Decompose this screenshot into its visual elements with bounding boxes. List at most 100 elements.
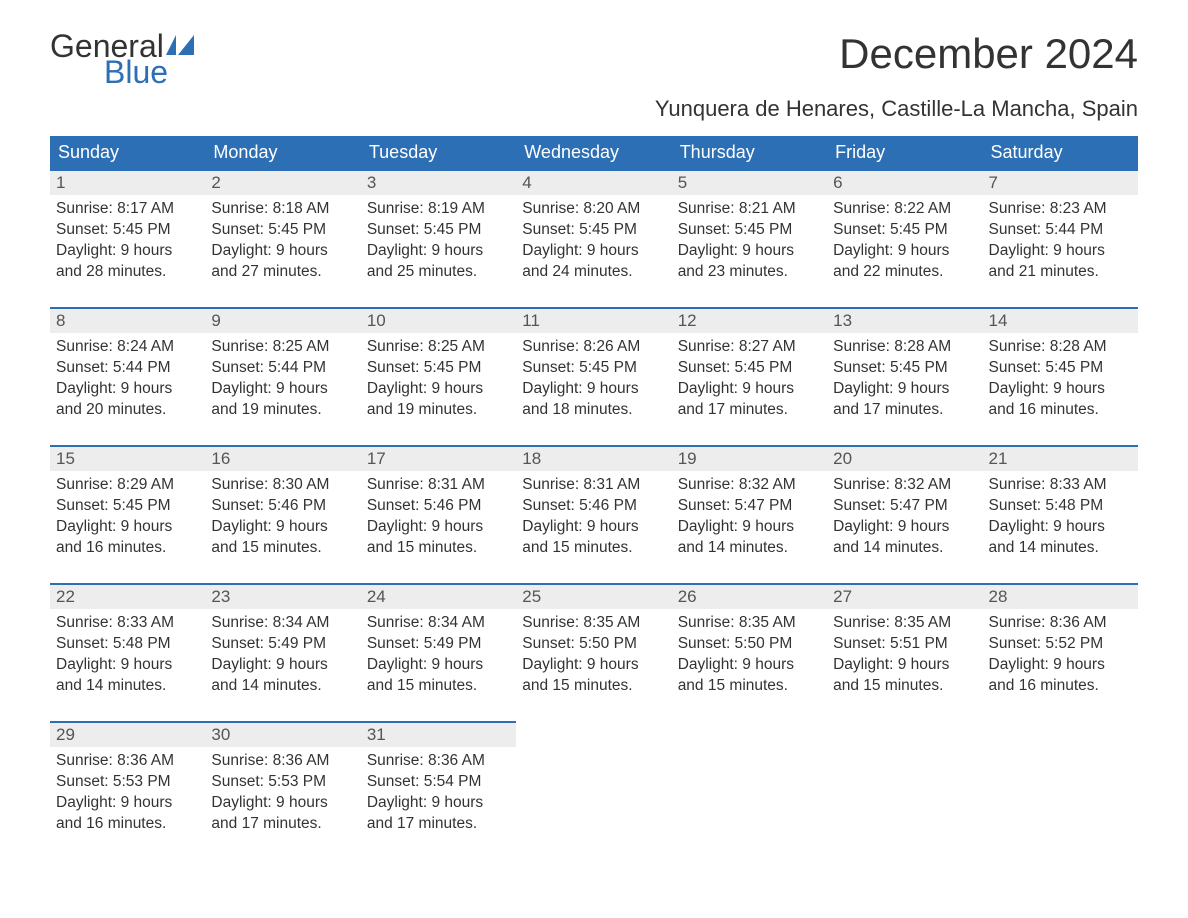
day-dl1: Daylight: 9 hours [678,241,821,262]
month-title: December 2024 [839,30,1138,78]
day-number: 28 [983,585,1138,609]
calendar-day-cell: 8Sunrise: 8:24 AMSunset: 5:44 PMDaylight… [50,308,205,446]
day-dl2: and 17 minutes. [367,814,510,835]
day-body: Sunrise: 8:34 AMSunset: 5:49 PMDaylight:… [361,609,516,705]
day-body: Sunrise: 8:31 AMSunset: 5:46 PMDaylight:… [516,471,671,567]
day-dl1: Daylight: 9 hours [833,379,976,400]
day-sunrise: Sunrise: 8:32 AM [678,475,821,496]
day-sunset: Sunset: 5:45 PM [678,220,821,241]
calendar-day-cell: 12Sunrise: 8:27 AMSunset: 5:45 PMDayligh… [672,308,827,446]
calendar-day-cell: 14Sunrise: 8:28 AMSunset: 5:45 PMDayligh… [983,308,1138,446]
calendar-day-cell [983,722,1138,860]
day-dl1: Daylight: 9 hours [522,655,665,676]
day-sunset: Sunset: 5:53 PM [56,772,199,793]
calendar-day-cell [516,722,671,860]
day-sunset: Sunset: 5:45 PM [989,358,1132,379]
day-number: 11 [516,309,671,333]
day-dl1: Daylight: 9 hours [56,793,199,814]
day-sunset: Sunset: 5:51 PM [833,634,976,655]
day-dl2: and 27 minutes. [211,262,354,283]
calendar-day-cell: 25Sunrise: 8:35 AMSunset: 5:50 PMDayligh… [516,584,671,722]
calendar-week-row: 8Sunrise: 8:24 AMSunset: 5:44 PMDaylight… [50,308,1138,446]
day-sunset: Sunset: 5:48 PM [56,634,199,655]
day-dl1: Daylight: 9 hours [833,517,976,538]
day-dl1: Daylight: 9 hours [56,379,199,400]
day-number: 1 [50,171,205,195]
day-dl1: Daylight: 9 hours [211,517,354,538]
day-dl1: Daylight: 9 hours [56,655,199,676]
calendar-day-cell: 18Sunrise: 8:31 AMSunset: 5:46 PMDayligh… [516,446,671,584]
day-body: Sunrise: 8:21 AMSunset: 5:45 PMDaylight:… [672,195,827,291]
day-dl1: Daylight: 9 hours [211,655,354,676]
calendar-day-cell: 29Sunrise: 8:36 AMSunset: 5:53 PMDayligh… [50,722,205,860]
calendar-day-cell: 2Sunrise: 8:18 AMSunset: 5:45 PMDaylight… [205,170,360,308]
day-dl2: and 15 minutes. [367,676,510,697]
day-sunset: Sunset: 5:46 PM [522,496,665,517]
day-sunset: Sunset: 5:49 PM [367,634,510,655]
day-number: 29 [50,723,205,747]
logo: General Blue [50,30,208,88]
day-sunrise: Sunrise: 8:34 AM [367,613,510,634]
calendar-week-row: 1Sunrise: 8:17 AMSunset: 5:45 PMDaylight… [50,170,1138,308]
day-dl2: and 28 minutes. [56,262,199,283]
day-body: Sunrise: 8:31 AMSunset: 5:46 PMDaylight:… [361,471,516,567]
day-sunrise: Sunrise: 8:31 AM [367,475,510,496]
day-sunset: Sunset: 5:45 PM [56,496,199,517]
day-body: Sunrise: 8:36 AMSunset: 5:54 PMDaylight:… [361,747,516,843]
day-body: Sunrise: 8:17 AMSunset: 5:45 PMDaylight:… [50,195,205,291]
day-sunrise: Sunrise: 8:35 AM [678,613,821,634]
day-dl2: and 17 minutes. [211,814,354,835]
calendar-day-cell: 1Sunrise: 8:17 AMSunset: 5:45 PMDaylight… [50,170,205,308]
day-sunset: Sunset: 5:49 PM [211,634,354,655]
day-dl2: and 16 minutes. [989,400,1132,421]
calendar-day-cell [672,722,827,860]
day-sunrise: Sunrise: 8:35 AM [522,613,665,634]
day-dl1: Daylight: 9 hours [522,517,665,538]
calendar-day-cell: 22Sunrise: 8:33 AMSunset: 5:48 PMDayligh… [50,584,205,722]
location-text: Yunquera de Henares, Castille-La Mancha,… [50,96,1138,122]
day-number: 21 [983,447,1138,471]
weekday-header-row: Sunday Monday Tuesday Wednesday Thursday… [50,136,1138,170]
day-sunrise: Sunrise: 8:36 AM [367,751,510,772]
day-dl2: and 19 minutes. [367,400,510,421]
calendar-day-cell: 10Sunrise: 8:25 AMSunset: 5:45 PMDayligh… [361,308,516,446]
day-sunset: Sunset: 5:46 PM [211,496,354,517]
day-sunrise: Sunrise: 8:19 AM [367,199,510,220]
day-dl1: Daylight: 9 hours [211,793,354,814]
day-sunset: Sunset: 5:45 PM [678,358,821,379]
day-dl2: and 17 minutes. [678,400,821,421]
calendar-day-cell: 7Sunrise: 8:23 AMSunset: 5:44 PMDaylight… [983,170,1138,308]
calendar-day-cell: 20Sunrise: 8:32 AMSunset: 5:47 PMDayligh… [827,446,982,584]
day-number: 8 [50,309,205,333]
day-dl2: and 14 minutes. [833,538,976,559]
calendar-day-cell: 4Sunrise: 8:20 AMSunset: 5:45 PMDaylight… [516,170,671,308]
day-body: Sunrise: 8:29 AMSunset: 5:45 PMDaylight:… [50,471,205,567]
day-body: Sunrise: 8:35 AMSunset: 5:50 PMDaylight:… [516,609,671,705]
day-sunset: Sunset: 5:52 PM [989,634,1132,655]
day-body: Sunrise: 8:35 AMSunset: 5:50 PMDaylight:… [672,609,827,705]
day-dl2: and 14 minutes. [989,538,1132,559]
calendar-day-cell: 15Sunrise: 8:29 AMSunset: 5:45 PMDayligh… [50,446,205,584]
day-body: Sunrise: 8:25 AMSunset: 5:44 PMDaylight:… [205,333,360,429]
day-sunset: Sunset: 5:53 PM [211,772,354,793]
day-body: Sunrise: 8:36 AMSunset: 5:53 PMDaylight:… [205,747,360,843]
day-number: 7 [983,171,1138,195]
day-body: Sunrise: 8:19 AMSunset: 5:45 PMDaylight:… [361,195,516,291]
day-sunrise: Sunrise: 8:34 AM [211,613,354,634]
day-dl2: and 15 minutes. [211,538,354,559]
day-sunrise: Sunrise: 8:36 AM [211,751,354,772]
day-number: 22 [50,585,205,609]
day-sunrise: Sunrise: 8:28 AM [989,337,1132,358]
day-dl2: and 16 minutes. [56,814,199,835]
day-number: 18 [516,447,671,471]
day-body: Sunrise: 8:36 AMSunset: 5:52 PMDaylight:… [983,609,1138,705]
day-body: Sunrise: 8:28 AMSunset: 5:45 PMDaylight:… [983,333,1138,429]
day-sunrise: Sunrise: 8:28 AM [833,337,976,358]
day-dl2: and 15 minutes. [367,538,510,559]
day-number: 12 [672,309,827,333]
day-number: 5 [672,171,827,195]
day-dl2: and 19 minutes. [211,400,354,421]
day-body: Sunrise: 8:33 AMSunset: 5:48 PMDaylight:… [50,609,205,705]
day-sunrise: Sunrise: 8:23 AM [989,199,1132,220]
day-sunrise: Sunrise: 8:21 AM [678,199,821,220]
